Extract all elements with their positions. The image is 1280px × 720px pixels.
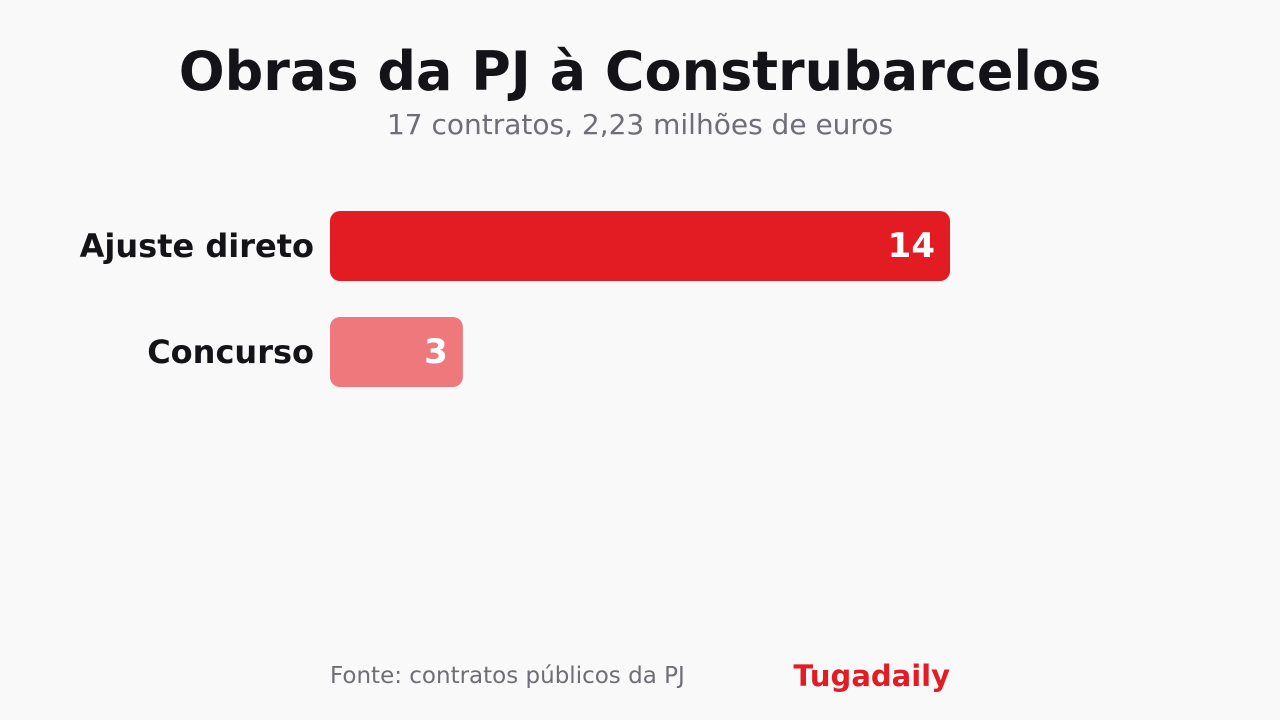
- category-label-concurso: Concurso: [147, 333, 314, 371]
- source-note: Fonte: contratos públicos da PJ: [330, 663, 685, 689]
- value-label-concurso: 3: [424, 332, 448, 372]
- chart-subtitle: 17 contratos, 2,23 milhões de euros: [386, 108, 894, 141]
- category-label-ajuste-direto: Ajuste direto: [80, 227, 314, 265]
- brand-logo-text: Tugadaily: [793, 659, 950, 693]
- bar-ajuste-direto: [330, 211, 950, 281]
- value-label-ajuste-direto: 14: [888, 226, 935, 266]
- bar-concurso: [330, 317, 463, 387]
- chart-title: Obras da PJ à Construbarcelos: [178, 40, 1102, 103]
